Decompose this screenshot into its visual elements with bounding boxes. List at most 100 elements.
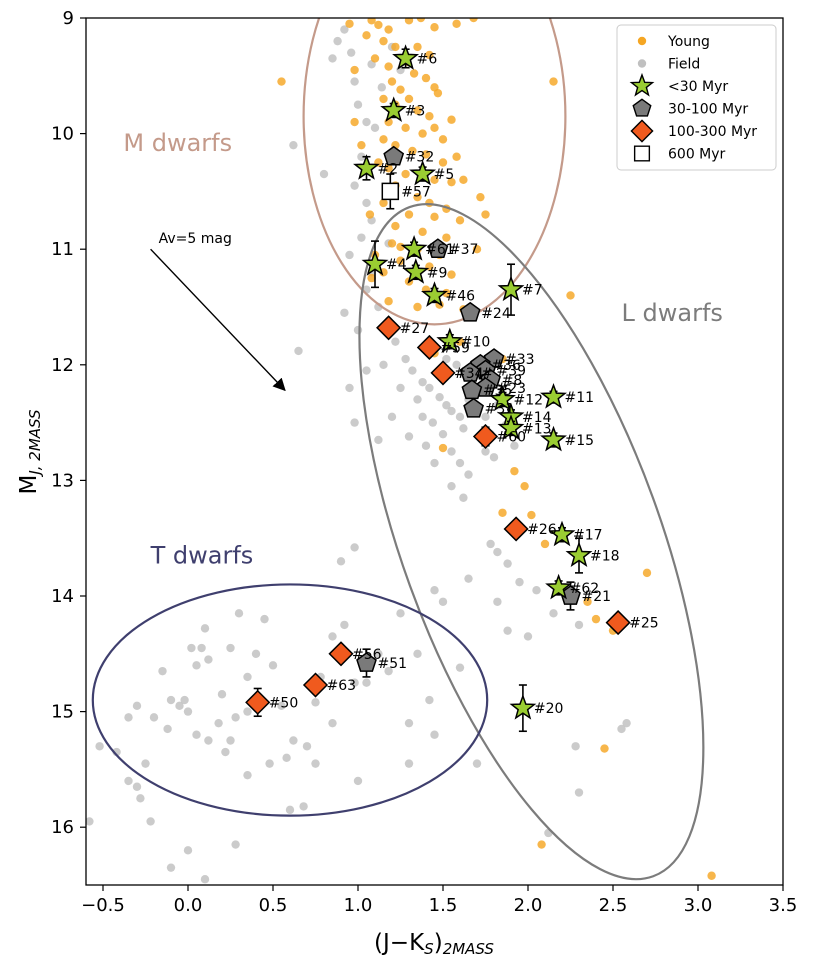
young-point <box>433 88 443 98</box>
marker-obj-62 <box>545 573 573 600</box>
field-point <box>374 435 383 445</box>
legend-symbol <box>632 98 652 117</box>
young-point <box>418 129 427 138</box>
field-point <box>452 360 461 369</box>
field-point <box>124 776 133 786</box>
field-point <box>136 794 145 803</box>
field-point <box>282 753 291 763</box>
y-axis-ticks: 9 10 11 12 13 14 15 16 <box>51 8 86 838</box>
point-label: #13 <box>522 421 552 437</box>
field-point <box>192 730 201 739</box>
marker-obj-26 <box>503 516 529 542</box>
background-points <box>86 18 716 884</box>
field-point <box>333 36 342 46</box>
marker-obj-24 <box>459 301 481 322</box>
young-point <box>357 140 366 150</box>
point-label: #61 <box>425 242 455 258</box>
y-tick-label: 9 <box>63 8 74 29</box>
field-point <box>175 701 184 711</box>
legend-symbol <box>629 72 655 97</box>
young-point <box>707 871 716 880</box>
field-point <box>571 742 580 751</box>
field-point <box>353 776 363 786</box>
field-point <box>311 698 320 707</box>
young-point <box>391 221 400 231</box>
young-point <box>413 302 422 312</box>
young-point <box>452 152 461 161</box>
field-point <box>217 690 227 699</box>
field-point <box>141 759 150 768</box>
field-point <box>350 418 359 427</box>
object-markers <box>245 44 631 733</box>
young-point <box>600 744 609 753</box>
young-point <box>438 158 448 167</box>
field-point <box>265 759 274 768</box>
field-point <box>336 557 346 566</box>
legend-label: 30-100 Myr <box>668 102 748 118</box>
young-point <box>384 164 393 173</box>
legend-label: Young <box>667 34 710 50</box>
field-point <box>260 614 269 624</box>
reddening-arrow <box>150 248 286 392</box>
field-point <box>430 458 439 468</box>
young-point <box>452 19 461 28</box>
young-point <box>362 31 371 40</box>
x-tick-label: 3.0 <box>684 895 713 916</box>
field-point <box>391 337 400 346</box>
field-point <box>418 412 427 422</box>
field-point <box>493 597 502 606</box>
young-point <box>430 175 439 185</box>
point-label: #5 <box>434 167 455 183</box>
reddening-vector: Av=5 mag <box>150 231 286 392</box>
field-point <box>442 401 451 410</box>
region-ellipses <box>91 18 705 881</box>
point-label: #14 <box>522 410 552 426</box>
young-point <box>350 65 359 75</box>
field-point <box>515 577 524 587</box>
marker-obj-11 <box>540 383 567 409</box>
field-point <box>481 412 490 422</box>
young-point <box>277 77 286 86</box>
young-point <box>384 62 393 71</box>
field-point <box>447 447 456 456</box>
y-axis-label: MJ, 2MASS <box>16 409 44 495</box>
field-point <box>350 678 359 687</box>
young-point <box>455 216 465 225</box>
field-point <box>357 233 366 242</box>
point-label: #7 <box>522 283 543 299</box>
field-point <box>149 713 159 722</box>
field-point <box>340 620 349 630</box>
field-point <box>132 782 142 791</box>
young-point <box>345 19 354 28</box>
field-point <box>347 48 356 57</box>
field-point <box>421 441 431 450</box>
field-point <box>226 736 235 745</box>
field-point <box>464 470 473 479</box>
field-point <box>268 661 278 670</box>
point-label: #15 <box>565 433 595 449</box>
field-point <box>430 730 439 739</box>
young-point <box>418 227 427 237</box>
point-label: #35 <box>483 383 513 399</box>
x-tick-label: 0.5 <box>259 895 288 916</box>
field-point <box>486 539 495 549</box>
young-point <box>367 273 376 283</box>
field-point <box>197 643 206 653</box>
field-point <box>455 663 465 672</box>
field-point <box>183 707 193 716</box>
marker-obj-6 <box>392 44 420 70</box>
point-label: #57 <box>401 184 431 200</box>
field-point <box>353 100 363 109</box>
legend-label: Field <box>668 57 700 73</box>
young-point <box>438 135 448 144</box>
marker-obj-46 <box>421 281 448 307</box>
young-point <box>549 77 558 86</box>
point-labels: #32 #37 #24 #33#36#39# #8#23#35 #31 #21 #51 #27 #… <box>269 51 659 717</box>
point-label: #4 <box>386 257 407 273</box>
field-point <box>413 395 422 404</box>
young-point <box>447 270 456 279</box>
field-point <box>574 620 584 630</box>
field-point <box>285 805 295 815</box>
x-tick-label: 2.0 <box>514 895 543 916</box>
field-point <box>425 695 434 705</box>
